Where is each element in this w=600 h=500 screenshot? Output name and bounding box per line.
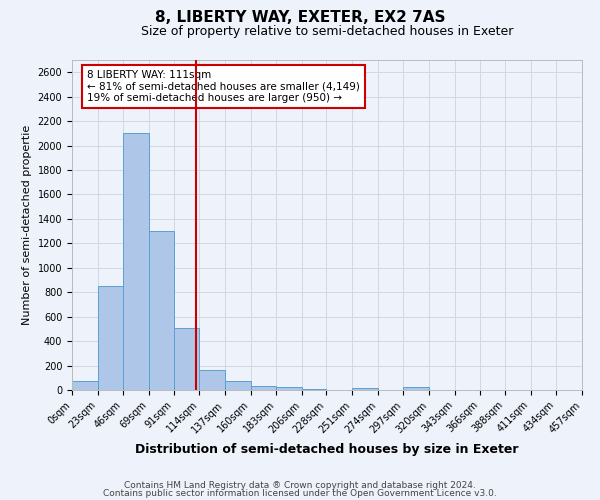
Bar: [352, 388, 378, 390]
Bar: [403, 388, 429, 390]
Bar: [199, 370, 225, 390]
Bar: [72, 381, 98, 390]
Bar: [276, 388, 302, 390]
Bar: [302, 389, 326, 390]
Bar: [124, 134, 149, 390]
Bar: [98, 286, 124, 390]
Bar: [225, 381, 251, 390]
Y-axis label: Number of semi-detached propertie: Number of semi-detached propertie: [22, 125, 32, 325]
Text: 8 LIBERTY WAY: 111sqm
← 81% of semi-detached houses are smaller (4,149)
19% of s: 8 LIBERTY WAY: 111sqm ← 81% of semi-deta…: [88, 70, 360, 103]
Title: Size of property relative to semi-detached houses in Exeter: Size of property relative to semi-detach…: [141, 25, 513, 38]
Bar: [251, 386, 276, 390]
Text: Contains public sector information licensed under the Open Government Licence v3: Contains public sector information licen…: [103, 488, 497, 498]
Text: Contains HM Land Registry data ® Crown copyright and database right 2024.: Contains HM Land Registry data ® Crown c…: [124, 481, 476, 490]
Text: 8, LIBERTY WAY, EXETER, EX2 7AS: 8, LIBERTY WAY, EXETER, EX2 7AS: [155, 10, 445, 25]
Bar: [149, 231, 173, 390]
X-axis label: Distribution of semi-detached houses by size in Exeter: Distribution of semi-detached houses by …: [135, 443, 519, 456]
Bar: [173, 328, 199, 390]
